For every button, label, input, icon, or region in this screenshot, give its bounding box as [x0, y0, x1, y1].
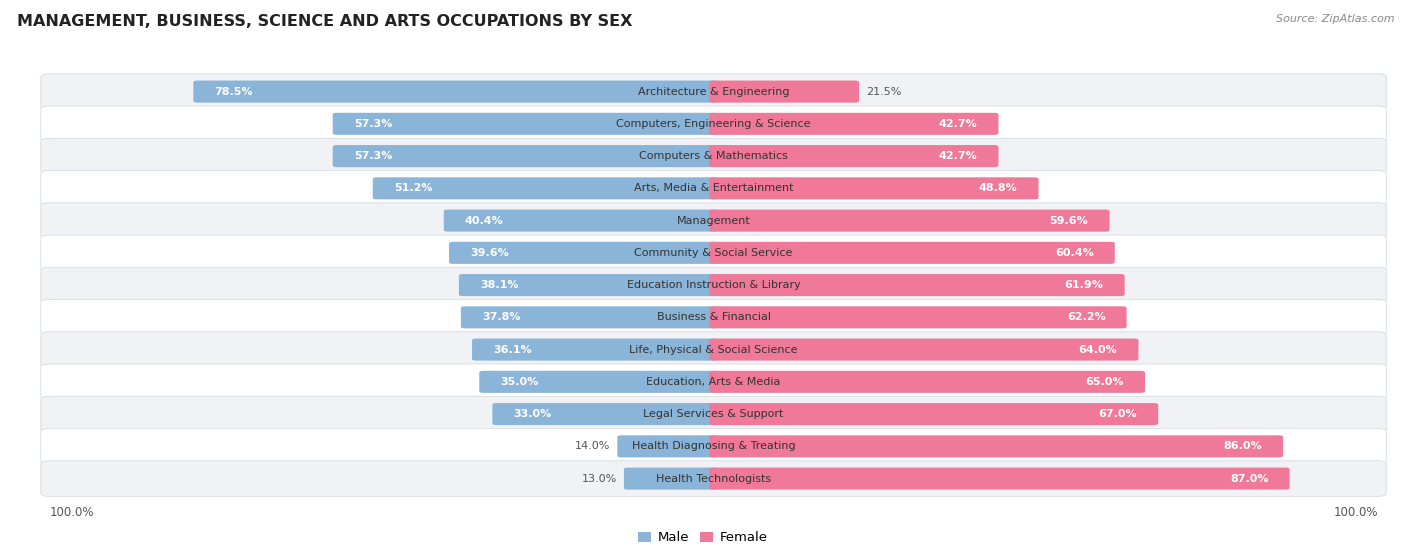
- FancyBboxPatch shape: [479, 371, 717, 393]
- FancyBboxPatch shape: [41, 429, 1386, 464]
- Text: 57.3%: 57.3%: [354, 151, 392, 161]
- FancyBboxPatch shape: [709, 435, 1284, 457]
- FancyBboxPatch shape: [709, 210, 1109, 231]
- FancyBboxPatch shape: [709, 145, 998, 167]
- Text: 48.8%: 48.8%: [979, 183, 1018, 193]
- Text: 57.3%: 57.3%: [354, 119, 392, 129]
- Text: Management: Management: [676, 216, 751, 226]
- Text: 38.1%: 38.1%: [479, 280, 519, 290]
- FancyBboxPatch shape: [709, 371, 1144, 393]
- FancyBboxPatch shape: [333, 113, 717, 135]
- FancyBboxPatch shape: [709, 80, 859, 103]
- FancyBboxPatch shape: [41, 170, 1386, 206]
- Text: Computers, Engineering & Science: Computers, Engineering & Science: [616, 119, 811, 129]
- Text: Community & Social Service: Community & Social Service: [634, 248, 793, 258]
- FancyBboxPatch shape: [461, 306, 717, 328]
- FancyBboxPatch shape: [709, 306, 1126, 328]
- FancyBboxPatch shape: [709, 177, 1039, 200]
- Text: 87.0%: 87.0%: [1230, 473, 1268, 484]
- FancyBboxPatch shape: [709, 274, 1125, 296]
- Text: 40.4%: 40.4%: [465, 216, 503, 226]
- FancyBboxPatch shape: [333, 145, 717, 167]
- Text: 37.8%: 37.8%: [482, 312, 520, 323]
- FancyBboxPatch shape: [449, 242, 717, 264]
- Text: Education, Arts & Media: Education, Arts & Media: [647, 377, 780, 387]
- Text: 59.6%: 59.6%: [1050, 216, 1088, 226]
- FancyBboxPatch shape: [617, 435, 717, 457]
- FancyBboxPatch shape: [709, 467, 1289, 490]
- FancyBboxPatch shape: [194, 80, 717, 103]
- FancyBboxPatch shape: [41, 332, 1386, 367]
- Text: 65.0%: 65.0%: [1085, 377, 1123, 387]
- Text: 51.2%: 51.2%: [394, 183, 433, 193]
- FancyBboxPatch shape: [709, 339, 1139, 361]
- FancyBboxPatch shape: [41, 364, 1386, 400]
- FancyBboxPatch shape: [492, 403, 717, 425]
- Text: Health Diagnosing & Treating: Health Diagnosing & Treating: [631, 442, 796, 451]
- FancyBboxPatch shape: [41, 396, 1386, 432]
- FancyBboxPatch shape: [41, 267, 1386, 303]
- Text: 100.0%: 100.0%: [49, 506, 94, 519]
- FancyBboxPatch shape: [41, 106, 1386, 141]
- Text: 33.0%: 33.0%: [513, 409, 551, 419]
- Text: 39.6%: 39.6%: [470, 248, 509, 258]
- FancyBboxPatch shape: [41, 203, 1386, 238]
- FancyBboxPatch shape: [373, 177, 717, 200]
- Text: 78.5%: 78.5%: [215, 87, 253, 97]
- Text: 60.4%: 60.4%: [1054, 248, 1094, 258]
- FancyBboxPatch shape: [709, 403, 1159, 425]
- FancyBboxPatch shape: [41, 138, 1386, 174]
- Text: 86.0%: 86.0%: [1223, 442, 1263, 451]
- Text: 36.1%: 36.1%: [494, 344, 531, 354]
- Text: 42.7%: 42.7%: [939, 119, 977, 129]
- Text: Business & Financial: Business & Financial: [657, 312, 770, 323]
- Text: 61.9%: 61.9%: [1064, 280, 1104, 290]
- FancyBboxPatch shape: [41, 74, 1386, 110]
- FancyBboxPatch shape: [444, 210, 717, 231]
- Text: 62.2%: 62.2%: [1067, 312, 1105, 323]
- FancyBboxPatch shape: [624, 467, 717, 490]
- Text: Computers & Mathematics: Computers & Mathematics: [640, 151, 787, 161]
- Text: Arts, Media & Entertainment: Arts, Media & Entertainment: [634, 183, 793, 193]
- Legend: Male, Female: Male, Female: [633, 526, 773, 549]
- Text: Health Technologists: Health Technologists: [657, 473, 770, 484]
- Text: Education Instruction & Library: Education Instruction & Library: [627, 280, 800, 290]
- Text: Source: ZipAtlas.com: Source: ZipAtlas.com: [1277, 14, 1395, 24]
- Text: Legal Services & Support: Legal Services & Support: [644, 409, 783, 419]
- FancyBboxPatch shape: [41, 461, 1386, 496]
- Text: 13.0%: 13.0%: [582, 473, 617, 484]
- Text: 21.5%: 21.5%: [866, 87, 901, 97]
- FancyBboxPatch shape: [709, 242, 1115, 264]
- Text: Life, Physical & Social Science: Life, Physical & Social Science: [630, 344, 797, 354]
- FancyBboxPatch shape: [41, 300, 1386, 335]
- FancyBboxPatch shape: [41, 235, 1386, 271]
- FancyBboxPatch shape: [458, 274, 717, 296]
- Text: 35.0%: 35.0%: [501, 377, 538, 387]
- Text: 14.0%: 14.0%: [575, 442, 610, 451]
- FancyBboxPatch shape: [472, 339, 717, 361]
- Text: MANAGEMENT, BUSINESS, SCIENCE AND ARTS OCCUPATIONS BY SEX: MANAGEMENT, BUSINESS, SCIENCE AND ARTS O…: [17, 14, 633, 29]
- Text: 42.7%: 42.7%: [939, 151, 977, 161]
- Text: Architecture & Engineering: Architecture & Engineering: [638, 87, 789, 97]
- Text: 100.0%: 100.0%: [1333, 506, 1378, 519]
- Text: 64.0%: 64.0%: [1078, 344, 1118, 354]
- FancyBboxPatch shape: [709, 113, 998, 135]
- Text: 67.0%: 67.0%: [1098, 409, 1137, 419]
